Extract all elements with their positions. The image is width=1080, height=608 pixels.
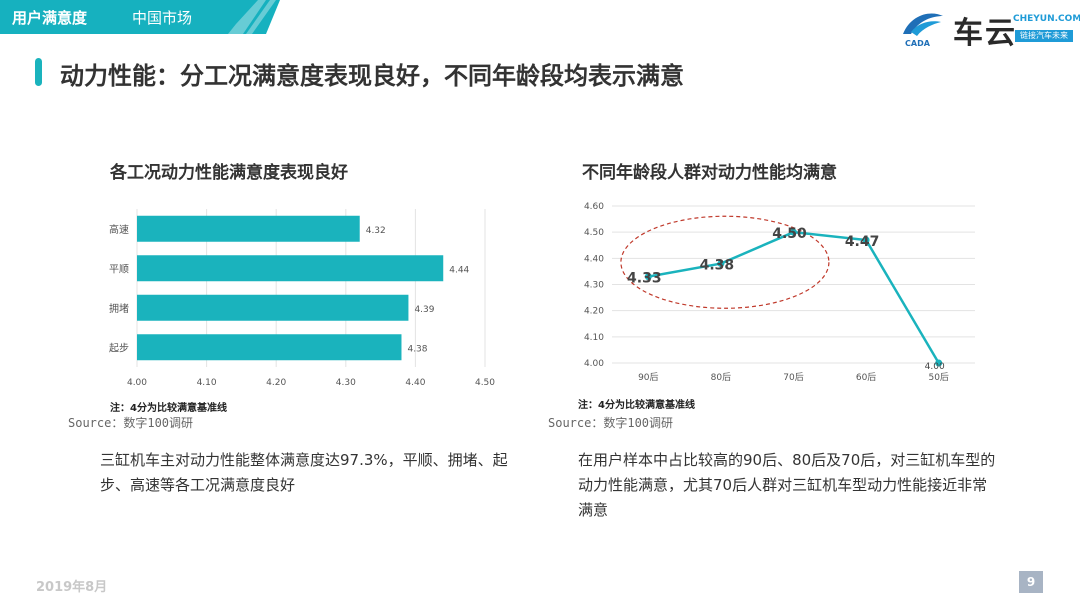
line-chart: 4.00 4.10 4.20 4.30 4.40 4.50 4.60 4.33 90后 4.38 8… <box>584 202 975 383</box>
bar <box>137 334 402 361</box>
brand-logo: CADA 车云 CHEYUN.COM 链接汽车未来 <box>897 8 1080 51</box>
bar-x-tick-label: 4.10 <box>197 378 217 388</box>
right-description: 在用户样本中占比较高的90后、80后及70后，对三缸机车型的动力性能满意，尤其7… <box>578 451 996 519</box>
footer-date: 2019年8月 <box>36 580 108 595</box>
line-value-label: 4.00 <box>925 362 945 372</box>
brand-name: 车云 <box>953 16 1017 51</box>
right-chart-title: 不同年龄段人群对动力性能均满意 <box>582 163 837 183</box>
bar-x-tick-label: 4.40 <box>405 378 425 388</box>
bar-category-label: 拥堵 <box>109 302 129 315</box>
right-source: Source：数字100调研 <box>548 416 674 430</box>
line-y-tick-label: 4.60 <box>584 202 604 212</box>
line-y-tick-label: 4.30 <box>584 281 604 291</box>
brand-url: CHEYUN.COM <box>1013 14 1080 24</box>
left-chart-note: 注：4分为比较满意基准线 <box>110 403 227 414</box>
line-x-tick-label: 80后 <box>711 372 731 383</box>
title-accent-bar <box>35 58 42 86</box>
left-source: Source：数字100调研 <box>68 416 194 430</box>
line-point <box>790 228 797 236</box>
bar-value-label: 4.32 <box>366 226 386 236</box>
bar-category-label: 高速 <box>109 223 129 236</box>
header-bar: 用户满意度 中国市场 <box>0 0 280 34</box>
line-point <box>935 359 943 367</box>
line-value-label: 4.47 <box>845 234 880 250</box>
line-value-label: 4.33 <box>627 271 662 287</box>
logo-mark-text: CADA <box>905 39 931 48</box>
line-point <box>644 273 652 281</box>
cada-logo-icon: CADA <box>903 13 943 48</box>
line-x-tick-label: 70后 <box>783 372 803 383</box>
section-label: 用户满意度 <box>12 9 88 27</box>
brand-tagline: 链接汽车未来 <box>1015 30 1073 42</box>
header-background <box>0 0 280 34</box>
bar-value-label: 4.44 <box>449 265 469 275</box>
annotation-ellipse <box>620 215 830 309</box>
page-number: 9 <box>1019 571 1043 593</box>
line-y-tick-label: 4.40 <box>584 254 604 264</box>
line-y-tick-label: 4.20 <box>584 307 604 317</box>
line-y-tick-label: 4.00 <box>584 359 604 369</box>
bar-chart: 4.00 4.10 4.20 4.30 4.40 4.50 高速 4.32 平顺 4.44 拥堵 4.… <box>109 209 495 388</box>
right-chart-note: 注：4分为比较满意基准线 <box>578 400 695 411</box>
line-value-label: 4.50 <box>772 226 807 242</box>
line-series <box>648 230 940 364</box>
subsection-label: 中国市场 <box>132 9 193 27</box>
bar <box>137 215 360 242</box>
line-point <box>862 236 870 244</box>
line-value-label: 4.38 <box>700 258 735 274</box>
bar-category-label: 起步 <box>109 342 129 354</box>
bar <box>137 294 409 321</box>
line-x-tick-label: 50后 <box>928 372 948 383</box>
bar <box>137 255 444 282</box>
bar-x-tick-label: 4.20 <box>266 378 286 388</box>
line-x-tick-label: 60后 <box>856 372 876 383</box>
bar-category-label: 平顺 <box>109 263 129 275</box>
left-description: 三缸机车主对动力性能整体满意度达97.3%，平顺、拥堵、起步、高速等各工况满意度… <box>100 451 508 494</box>
bar-value-label: 4.38 <box>407 344 427 354</box>
line-x-tick-label: 90后 <box>638 372 658 383</box>
bar-x-tick-label: 4.50 <box>475 378 495 388</box>
page-title: 动力性能：分工况满意度表现良好，不同年龄段均表示满意 <box>60 62 684 90</box>
bar-value-label: 4.39 <box>414 305 434 315</box>
line-y-tick-label: 4.10 <box>584 333 604 343</box>
bar-x-tick-label: 4.00 <box>127 378 147 388</box>
line-point <box>717 260 725 268</box>
left-chart-title: 各工况动力性能满意度表现良好 <box>110 163 348 183</box>
line-y-tick-label: 4.50 <box>584 228 604 238</box>
bar-x-tick-label: 4.30 <box>336 378 356 388</box>
